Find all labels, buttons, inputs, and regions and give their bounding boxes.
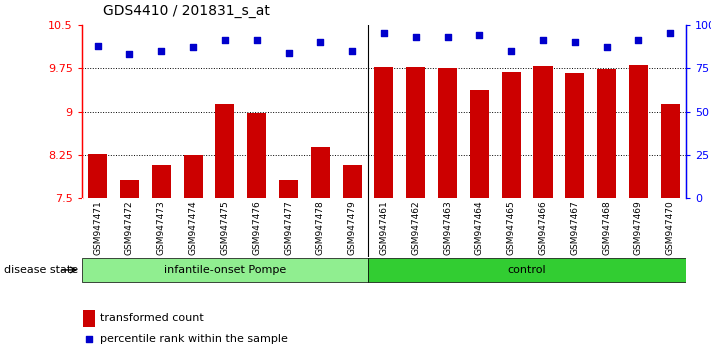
Point <box>251 38 262 43</box>
Point <box>92 43 103 48</box>
Bar <box>438 68 457 354</box>
Point <box>378 30 390 36</box>
Bar <box>183 155 203 354</box>
Text: GSM947479: GSM947479 <box>348 200 357 255</box>
Text: percentile rank within the sample: percentile rank within the sample <box>100 334 288 344</box>
Text: GSM947469: GSM947469 <box>634 200 643 255</box>
Bar <box>343 165 362 354</box>
Text: GSM947468: GSM947468 <box>602 200 611 255</box>
Text: GSM947475: GSM947475 <box>220 200 230 255</box>
Bar <box>533 66 552 354</box>
Text: GSM947461: GSM947461 <box>380 200 388 255</box>
Bar <box>368 258 686 282</box>
Point <box>665 30 676 36</box>
Bar <box>247 113 266 354</box>
Point <box>346 48 358 53</box>
Text: GSM947471: GSM947471 <box>93 200 102 255</box>
Point <box>442 34 453 40</box>
Bar <box>629 65 648 354</box>
Text: GSM947478: GSM947478 <box>316 200 325 255</box>
Point <box>410 34 422 40</box>
Text: GSM947477: GSM947477 <box>284 200 293 255</box>
Point <box>124 51 135 57</box>
Point <box>156 48 167 53</box>
Bar <box>406 67 425 354</box>
Text: GDS4410 / 201831_s_at: GDS4410 / 201831_s_at <box>103 4 270 18</box>
Bar <box>215 104 235 354</box>
Point <box>219 38 230 43</box>
Text: transformed count: transformed count <box>100 313 204 323</box>
Point <box>633 38 644 43</box>
Point <box>283 50 294 55</box>
Point <box>506 48 517 53</box>
Bar <box>88 154 107 354</box>
Point <box>569 39 580 45</box>
Text: infantile-onset Pompe: infantile-onset Pompe <box>164 265 286 275</box>
Text: disease state: disease state <box>4 265 77 275</box>
Text: GSM947472: GSM947472 <box>125 200 134 255</box>
Text: GSM947470: GSM947470 <box>665 200 675 255</box>
Bar <box>661 104 680 354</box>
Point <box>474 32 485 38</box>
Point <box>538 38 549 43</box>
Point <box>83 336 95 342</box>
Text: GSM947467: GSM947467 <box>570 200 579 255</box>
Text: GSM947476: GSM947476 <box>252 200 261 255</box>
Bar <box>120 180 139 354</box>
Text: GSM947474: GSM947474 <box>188 200 198 255</box>
Bar <box>597 69 616 354</box>
Text: GSM947462: GSM947462 <box>411 200 420 255</box>
Bar <box>311 147 330 354</box>
Point <box>188 45 199 50</box>
Point <box>315 39 326 45</box>
Bar <box>470 90 489 354</box>
Text: GSM947464: GSM947464 <box>475 200 484 255</box>
Text: GSM947465: GSM947465 <box>507 200 515 255</box>
Text: GSM947463: GSM947463 <box>443 200 452 255</box>
Bar <box>375 67 393 354</box>
Text: control: control <box>508 265 546 275</box>
Bar <box>82 258 368 282</box>
Bar <box>151 165 171 354</box>
Bar <box>279 180 298 354</box>
Bar <box>83 310 95 326</box>
Text: GSM947473: GSM947473 <box>157 200 166 255</box>
Text: GSM947466: GSM947466 <box>538 200 547 255</box>
Point <box>601 45 612 50</box>
Bar <box>565 73 584 354</box>
Bar <box>502 72 520 354</box>
